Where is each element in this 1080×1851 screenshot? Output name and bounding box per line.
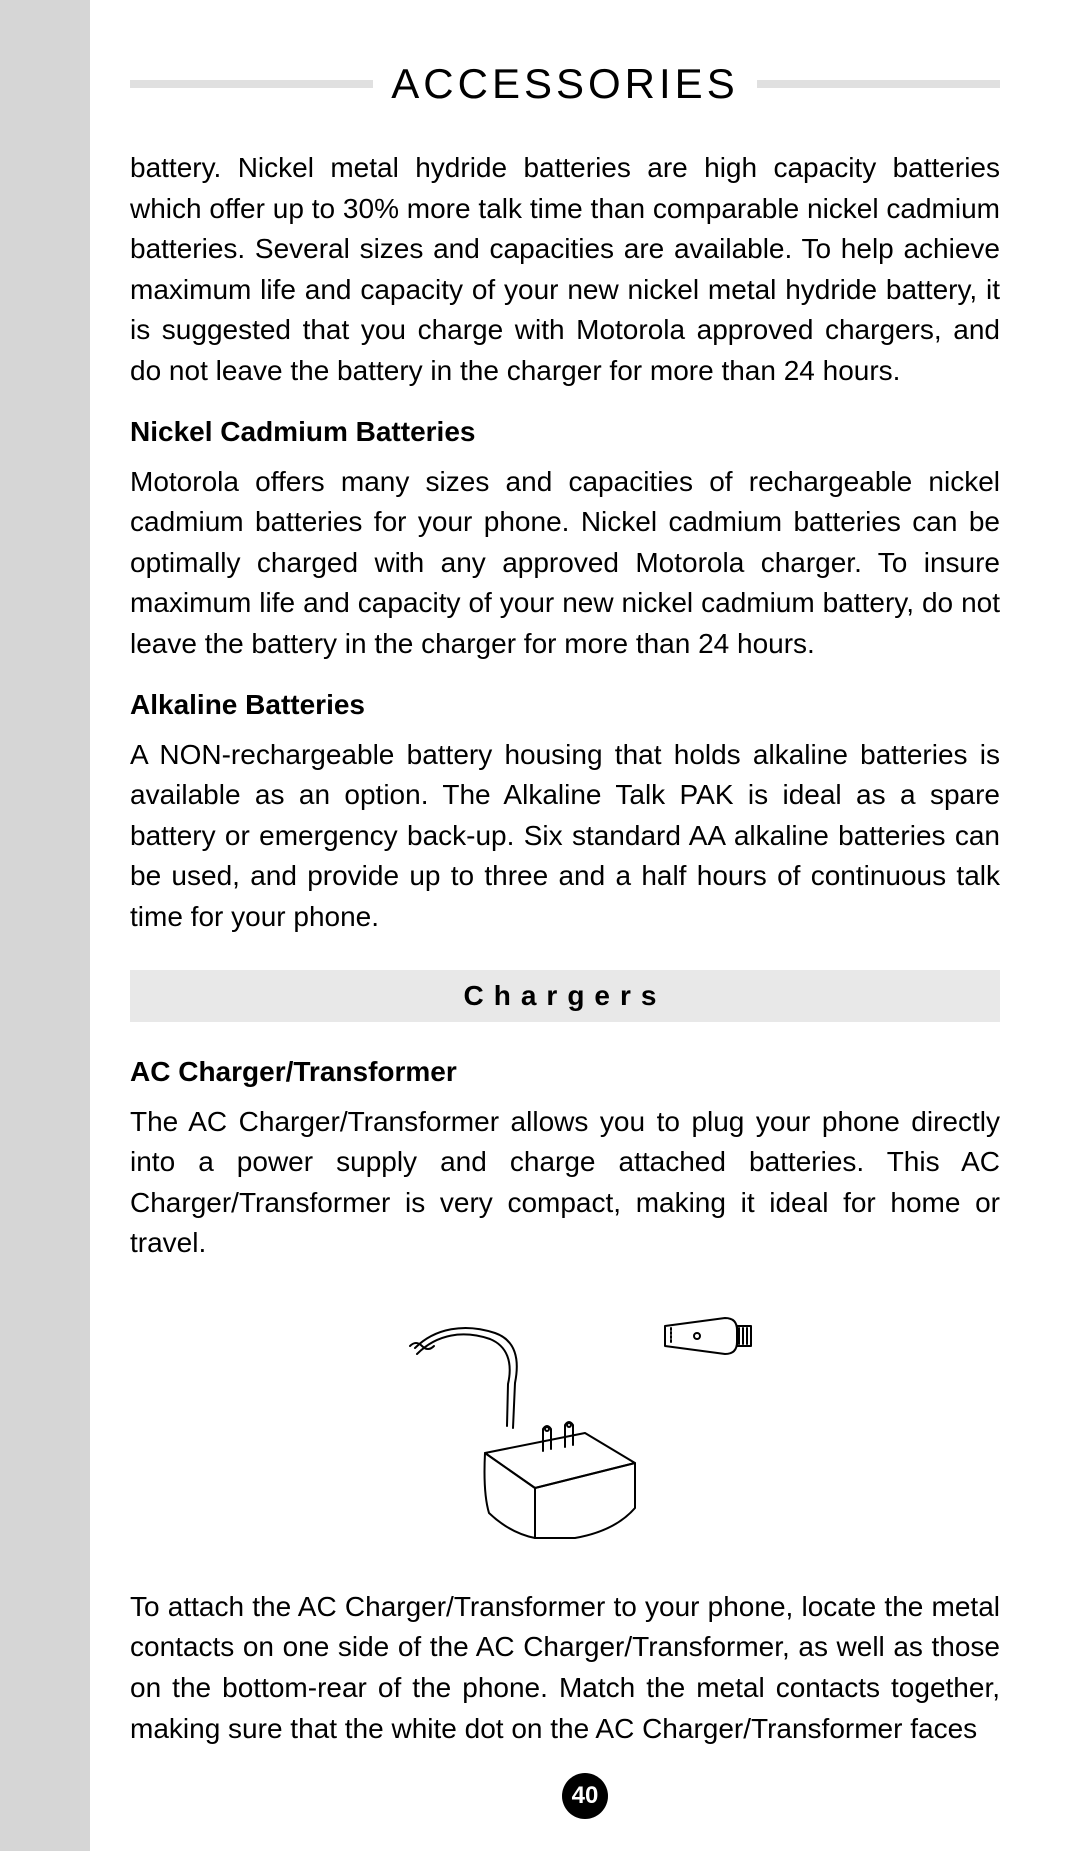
page-content: ACCESSORIES battery. Nickel metal hydrid… [90,0,1080,1851]
left-margin-bar [0,0,90,1851]
subhead-ac-charger: AC Charger/Transformer [130,1056,1000,1088]
ac-charger-illustration [130,1288,1000,1553]
page-title: ACCESSORIES [373,60,756,108]
paragraph-ac-charger-1: The AC Charger/Transformer allows you to… [130,1102,1000,1264]
paragraph-ac-charger-2: To attach the AC Charger/Transformer to … [130,1587,1000,1749]
section-banner-chargers: Chargers [130,970,1000,1022]
paragraph-alkaline: A NON-rechargeable battery housing that … [130,735,1000,938]
page-title-bar: ACCESSORIES [130,60,1000,108]
paragraph-nickel-cadmium: Motorola offers many sizes and capacitie… [130,462,1000,665]
subhead-alkaline: Alkaline Batteries [130,689,1000,721]
title-rule-right [757,80,1000,88]
page-number-text: 40 [572,1782,599,1810]
page-number-badge: 40 [562,1773,608,1819]
subhead-nickel-cadmium: Nickel Cadmium Batteries [130,416,1000,448]
charger-icon [355,1288,775,1548]
title-rule-left [130,80,373,88]
intro-paragraph: battery. Nickel metal hydride batteries … [130,148,1000,392]
